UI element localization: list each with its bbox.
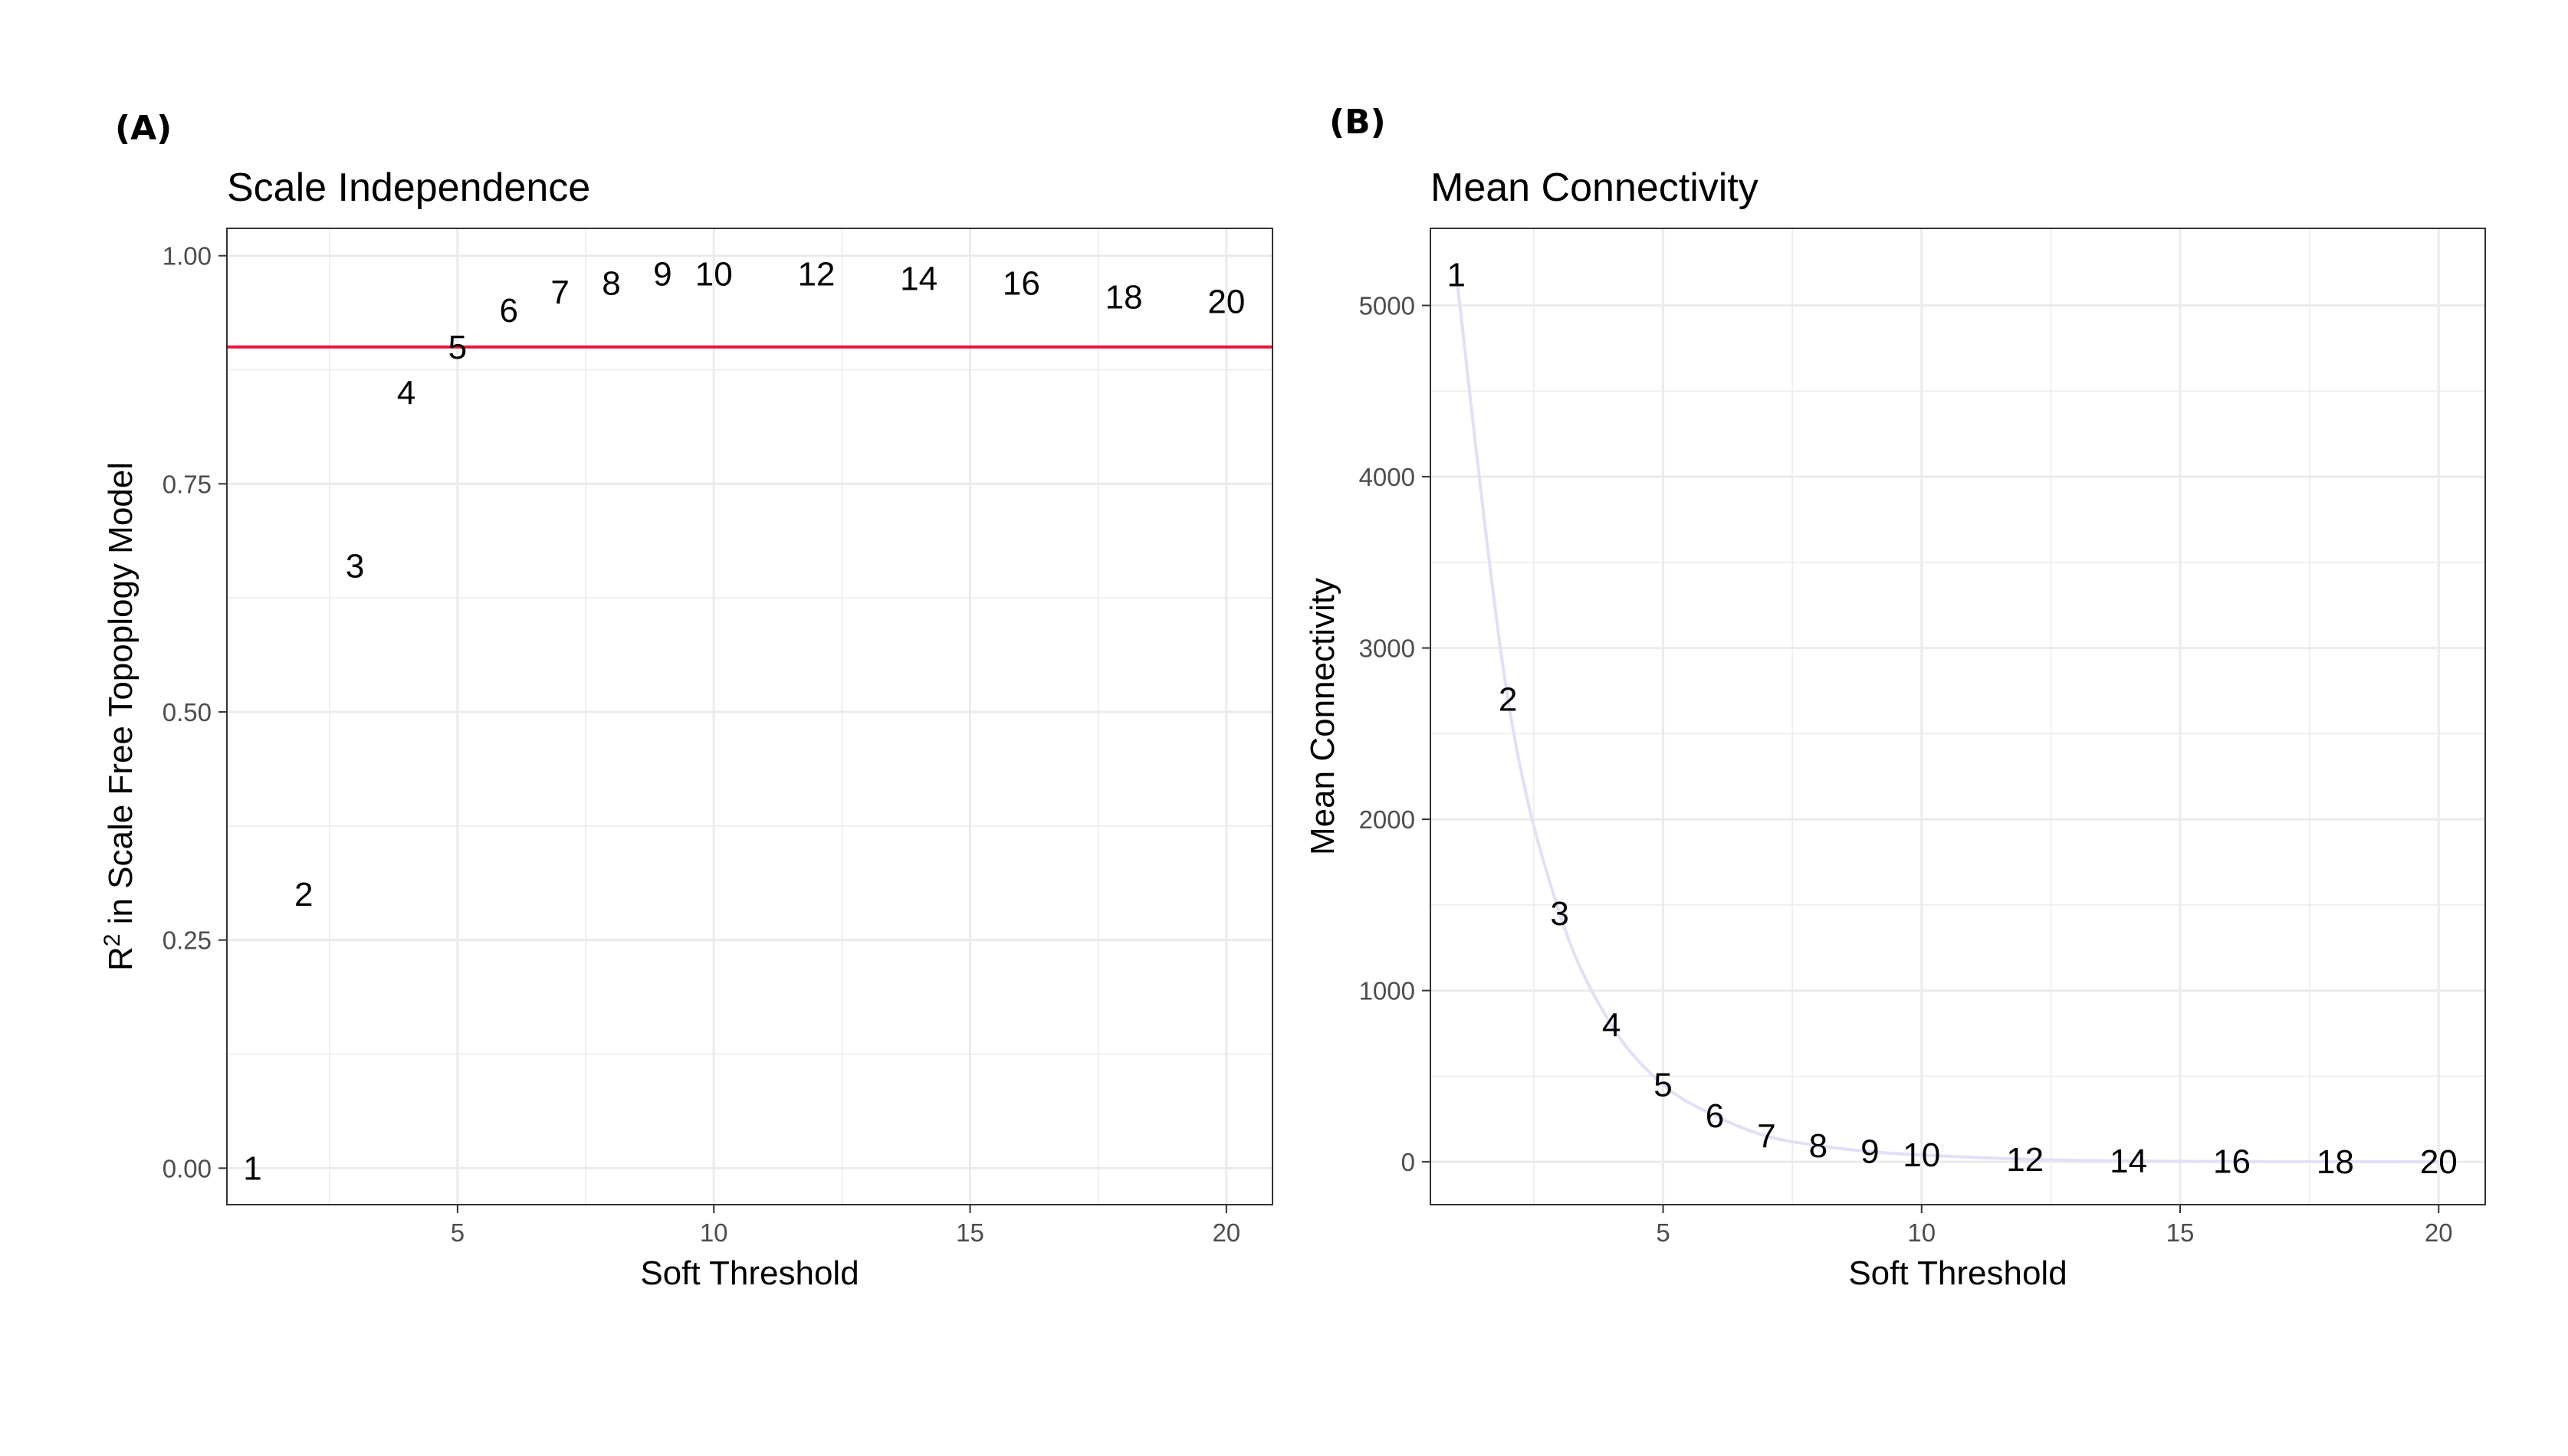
panel-b-point-label: 2 <box>1499 681 1517 719</box>
panel-b-point-label: 18 <box>2317 1143 2354 1181</box>
panel-a-point-label: 18 <box>1105 278 1143 316</box>
panel-b-y-tick-label: 1000 <box>1359 977 1415 1005</box>
panel-b-point-label: 10 <box>1903 1136 1940 1174</box>
panel-a-y-axis-title-rest: in Scale Free Topoplogy Model <box>102 462 140 934</box>
panel-b-ticks: 5 10 15 20 0 1000 2000 3000 4000 5000 <box>1359 292 2453 1247</box>
panel-a-point-label: 5 <box>448 329 467 366</box>
panel-a-x-axis-title: Soft Threshold <box>640 1254 859 1292</box>
panel-a-y-tick-label: 0.25 <box>163 926 212 955</box>
panel-a-x-tick-label: 20 <box>1212 1218 1240 1247</box>
panel-a-point-label: 12 <box>797 256 835 293</box>
panel-b-y-tick-label: 5000 <box>1359 292 1415 320</box>
panel-b-y-tick-label: 2000 <box>1359 805 1415 834</box>
panel-b-frame <box>1430 228 2486 1205</box>
panel-b-tag: (B) <box>1329 103 1386 142</box>
panel-a-point-label: 7 <box>550 274 569 311</box>
panel-a-y-axis-title: R2 in Scale Free Topoplogy Model <box>100 462 140 971</box>
panel-a-point-label: 8 <box>602 264 620 302</box>
panel-b-point-label: 20 <box>2420 1143 2458 1181</box>
panel-a-point-label: 2 <box>294 876 313 913</box>
panel-a-y-axis-title-sup: 2 <box>100 934 125 947</box>
panel-a-x-tick-label: 15 <box>956 1218 984 1247</box>
panel-b-title: Mean Connectivity <box>1430 166 1759 210</box>
panel-b-point-label: 3 <box>1550 895 1568 933</box>
panel-b-x-tick-label: 20 <box>2425 1218 2453 1247</box>
panel-a-point-label: 16 <box>1003 264 1040 302</box>
panel-b-grid <box>1430 228 2485 1205</box>
panel-a-point-label: 10 <box>695 256 733 293</box>
panel-a-y-tick-label: 1.00 <box>163 242 212 271</box>
panel-b-x-axis-title: Soft Threshold <box>1848 1254 2067 1292</box>
panel-b-series-line <box>1454 274 2439 1164</box>
panel-b-point-label: 9 <box>1860 1133 1879 1171</box>
panel-a-x-tick-label: 5 <box>451 1218 465 1247</box>
panel-b-y-tick-label: 4000 <box>1359 463 1415 491</box>
panel-a-frame <box>226 228 1273 1205</box>
panel-a-x-tick-label: 10 <box>700 1218 728 1247</box>
panel-b-y-axis-title: Mean Connectivity <box>1304 578 1341 855</box>
panel-a-point-label: 20 <box>1207 283 1245 320</box>
panel-b-point-label: 16 <box>2213 1143 2251 1181</box>
panel-b-x-tick-label: 15 <box>2166 1218 2195 1247</box>
panel-b-point-label: 5 <box>1653 1067 1672 1104</box>
panel-b-point-label: 7 <box>1757 1118 1775 1156</box>
panel-a-tag: (A) <box>115 109 172 148</box>
panel-a-ticks: 5 10 15 200.000.250.500.751.00 <box>163 242 1240 1247</box>
panel-a-y-axis-title-main: R <box>102 946 140 971</box>
panel-a-point-label: 9 <box>653 256 672 293</box>
panel-b-point-label: 1 <box>1447 256 1465 293</box>
panel-b-point-label: 6 <box>1706 1097 1724 1135</box>
panel-a-y-tick-label: 0.50 <box>163 698 212 726</box>
panel-a-y-tick-label: 0.00 <box>163 1154 212 1182</box>
panel-b-y-tick-label: 3000 <box>1359 635 1415 663</box>
panel-a-point-label: 1 <box>243 1149 261 1187</box>
panel-a-point-label: 14 <box>900 260 938 297</box>
panel-a-y-tick-label: 0.75 <box>163 470 212 498</box>
panel-b-point-label: 4 <box>1602 1006 1621 1044</box>
panel-a-grid <box>227 228 1273 1205</box>
panel-b-point-label: 12 <box>2006 1141 2044 1179</box>
panel-b-y-tick-label: 0 <box>1401 1148 1415 1176</box>
panel-b-point-label: 14 <box>2110 1143 2147 1180</box>
panel-a-point-label: 6 <box>500 292 518 330</box>
panel-a-title: Scale Independence <box>227 166 590 210</box>
panel-b-point-label: 8 <box>1809 1127 1827 1165</box>
panel-a-point-label: 3 <box>346 548 364 585</box>
panel-b-x-tick-label: 10 <box>1907 1218 1936 1247</box>
panel-a-point-label: 4 <box>397 374 415 412</box>
panel-b-x-tick-label: 5 <box>1656 1218 1670 1247</box>
